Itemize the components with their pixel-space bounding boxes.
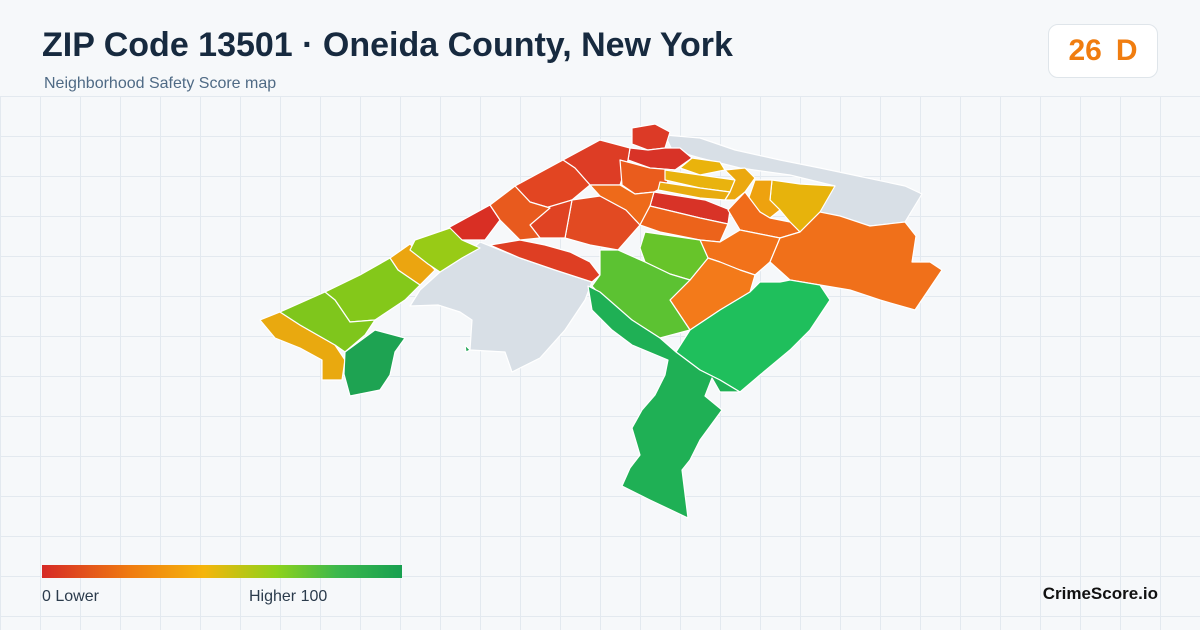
page-subtitle: Neighborhood Safety Score map — [44, 75, 277, 92]
page-title: ZIP Code 13501 · Oneida County, New York — [42, 26, 733, 64]
legend-high-label: Higher 100 — [249, 588, 328, 605]
map-area-orange-red — [489, 185, 551, 241]
map-area-green — [464, 344, 471, 353]
map-area-green — [587, 285, 741, 519]
map-area-red — [489, 239, 601, 283]
legend-color-scale — [42, 565, 402, 578]
map-area-orange-red — [639, 205, 729, 243]
map-area-amber — [724, 167, 756, 201]
brand-logo-text: CrimeScore.io — [1042, 584, 1158, 603]
legend-low-label: 0 Lower — [42, 588, 99, 605]
score-grade: D — [1115, 34, 1138, 67]
map-area-green — [591, 249, 691, 339]
map-area-green — [343, 329, 406, 397]
map-area-orange — [769, 211, 943, 311]
header-band — [0, 0, 1200, 96]
map-area-yellow-green — [279, 291, 376, 353]
map-area-yellow-green — [409, 227, 481, 273]
score-value: 26 — [1068, 34, 1102, 67]
map-area-red — [631, 123, 671, 151]
score-badge: 26 D — [1048, 24, 1158, 78]
map-area-amber — [679, 157, 726, 176]
